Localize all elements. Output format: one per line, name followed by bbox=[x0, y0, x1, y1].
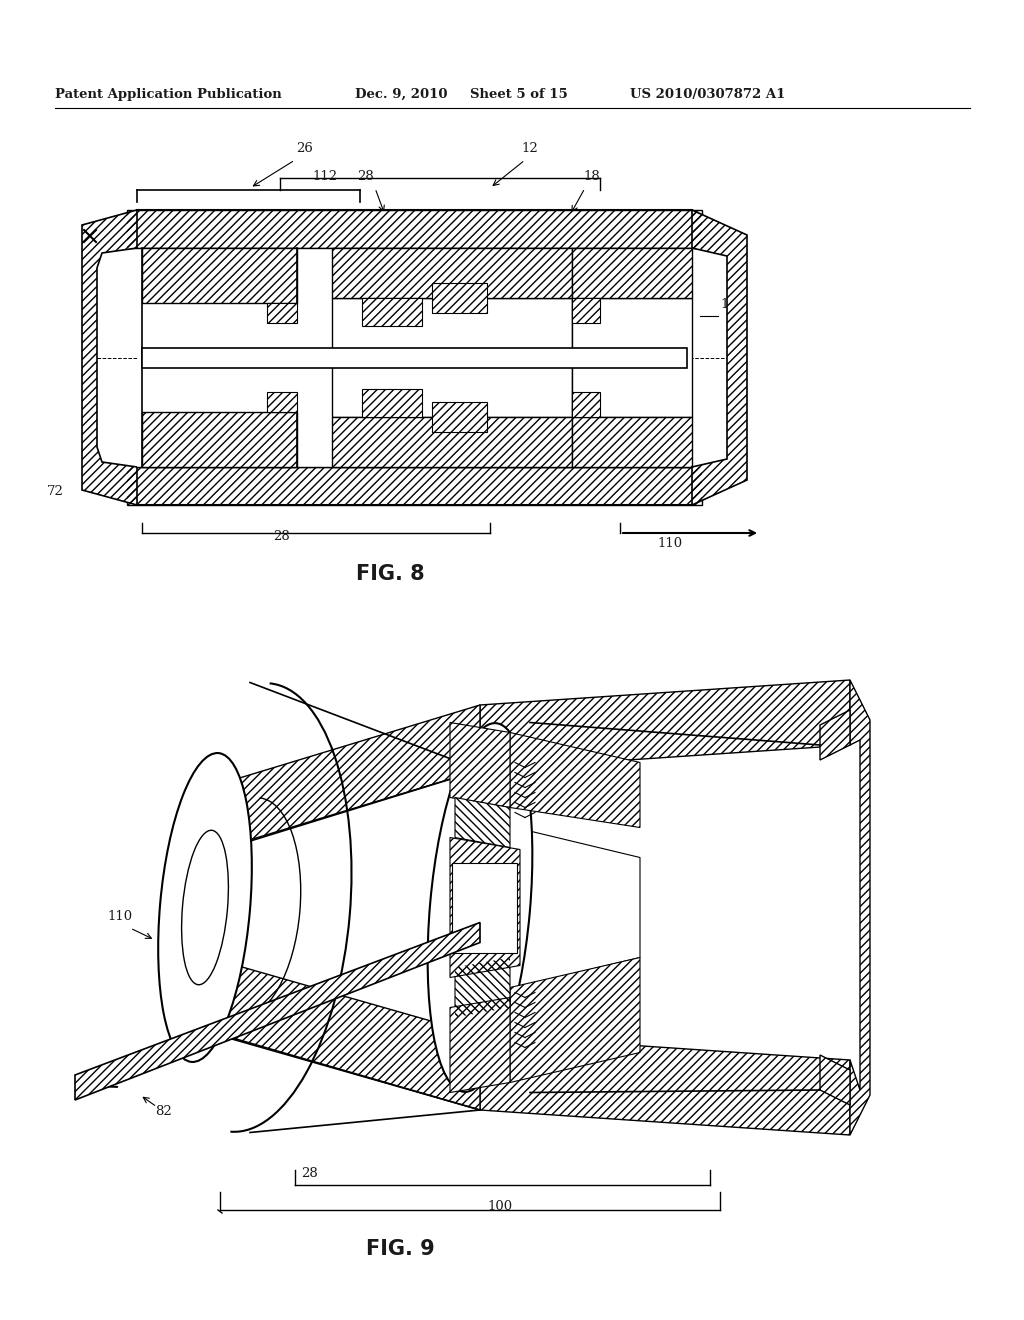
Polygon shape bbox=[127, 467, 702, 506]
Polygon shape bbox=[572, 392, 600, 417]
Bar bbox=[142, 304, 297, 412]
Text: Dec. 9, 2010: Dec. 9, 2010 bbox=[355, 88, 447, 102]
Text: FIG. 9: FIG. 9 bbox=[366, 1239, 434, 1259]
Polygon shape bbox=[267, 392, 297, 412]
Polygon shape bbox=[572, 298, 600, 323]
Text: 110: 110 bbox=[657, 537, 683, 550]
Text: 110: 110 bbox=[108, 909, 132, 923]
Text: 12: 12 bbox=[521, 143, 539, 154]
Polygon shape bbox=[820, 710, 850, 760]
Text: 72: 72 bbox=[47, 484, 63, 498]
Polygon shape bbox=[142, 248, 297, 304]
Text: 28: 28 bbox=[273, 531, 291, 543]
Ellipse shape bbox=[181, 830, 228, 985]
Polygon shape bbox=[332, 248, 572, 298]
Polygon shape bbox=[480, 1035, 850, 1135]
Polygon shape bbox=[432, 282, 487, 313]
Text: FIG. 8: FIG. 8 bbox=[355, 564, 424, 583]
Polygon shape bbox=[455, 957, 510, 1018]
Text: 122: 122 bbox=[382, 780, 408, 793]
Polygon shape bbox=[572, 248, 692, 298]
Polygon shape bbox=[332, 417, 572, 467]
Polygon shape bbox=[692, 210, 746, 506]
Text: 28: 28 bbox=[356, 170, 374, 183]
Polygon shape bbox=[515, 828, 640, 987]
Text: 82: 82 bbox=[212, 293, 228, 306]
Polygon shape bbox=[127, 210, 702, 248]
Polygon shape bbox=[200, 705, 480, 855]
Text: 40: 40 bbox=[273, 465, 291, 478]
Bar bbox=[332, 298, 572, 417]
Polygon shape bbox=[455, 797, 510, 847]
Polygon shape bbox=[267, 304, 297, 323]
Bar bbox=[452, 862, 517, 953]
Ellipse shape bbox=[158, 752, 252, 1063]
Polygon shape bbox=[362, 298, 422, 326]
Text: 100: 100 bbox=[487, 1200, 513, 1213]
Polygon shape bbox=[200, 954, 480, 1110]
Text: 16: 16 bbox=[720, 298, 737, 312]
Text: 54: 54 bbox=[640, 928, 656, 940]
Text: 18: 18 bbox=[584, 170, 600, 183]
Text: Patent Application Publication: Patent Application Publication bbox=[55, 88, 282, 102]
Polygon shape bbox=[820, 1055, 850, 1105]
Polygon shape bbox=[510, 733, 640, 828]
Text: 28: 28 bbox=[302, 1167, 318, 1180]
Polygon shape bbox=[850, 680, 870, 1135]
Polygon shape bbox=[450, 722, 510, 808]
Polygon shape bbox=[450, 837, 520, 978]
Bar bbox=[142, 347, 687, 367]
Text: 82: 82 bbox=[155, 1105, 172, 1118]
Text: 40: 40 bbox=[257, 789, 273, 803]
Polygon shape bbox=[480, 680, 850, 770]
Polygon shape bbox=[75, 923, 480, 1100]
Polygon shape bbox=[432, 403, 487, 432]
Polygon shape bbox=[450, 998, 510, 1093]
Text: 46: 46 bbox=[395, 267, 413, 279]
Polygon shape bbox=[200, 770, 480, 1110]
Text: US 2010/0307872 A1: US 2010/0307872 A1 bbox=[630, 88, 785, 102]
Polygon shape bbox=[510, 957, 640, 1082]
Text: 52: 52 bbox=[580, 766, 597, 777]
Ellipse shape bbox=[428, 723, 532, 1092]
Text: Sheet 5 of 15: Sheet 5 of 15 bbox=[470, 88, 567, 102]
Polygon shape bbox=[480, 744, 820, 1110]
Bar bbox=[137, 248, 692, 467]
Polygon shape bbox=[572, 417, 692, 467]
Polygon shape bbox=[82, 210, 137, 506]
Polygon shape bbox=[142, 412, 297, 467]
Text: 120: 120 bbox=[477, 750, 503, 763]
Text: 112: 112 bbox=[312, 170, 338, 183]
Bar bbox=[572, 298, 692, 417]
Text: 26: 26 bbox=[297, 143, 313, 154]
Polygon shape bbox=[362, 389, 422, 417]
